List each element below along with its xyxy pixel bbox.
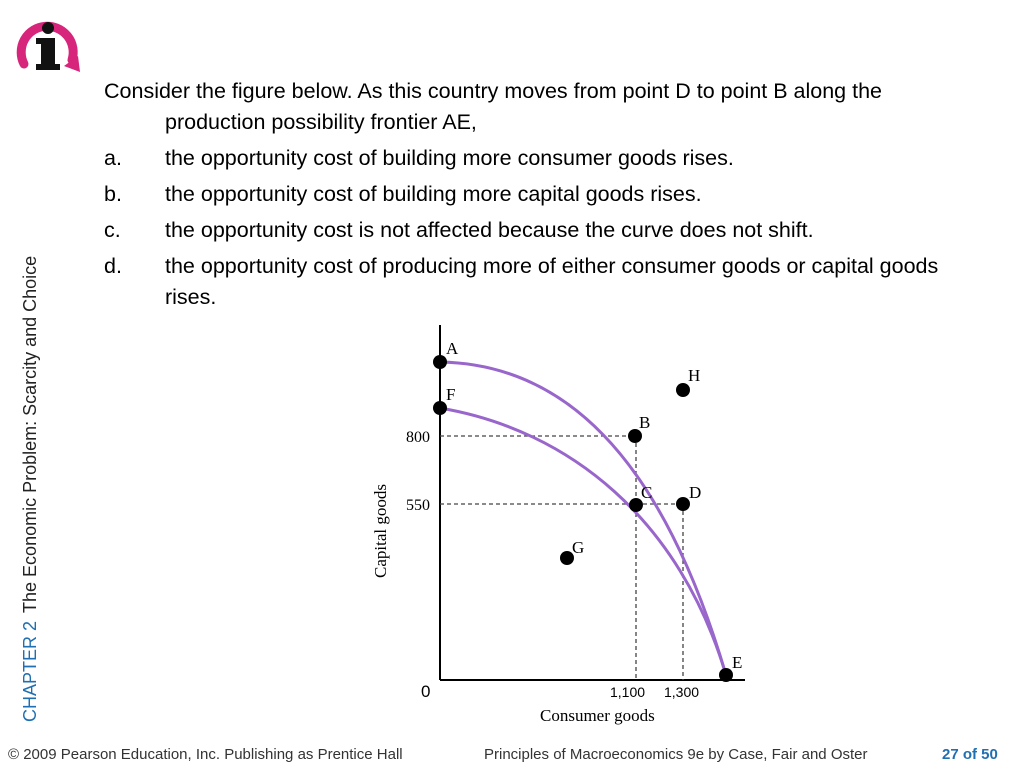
point-label-b: B xyxy=(639,413,650,432)
option-text: the opportunity cost of building more ca… xyxy=(165,182,702,206)
option-a: a. the opportunity cost of building more… xyxy=(104,143,984,174)
x-axis-title: Consumer goods xyxy=(540,706,655,725)
x-tick-1300: 1,300 xyxy=(664,684,699,700)
point-f xyxy=(433,401,447,415)
option-b: b. the opportunity cost of building more… xyxy=(104,179,984,210)
option-letter: a. xyxy=(104,146,122,170)
option-letter: c. xyxy=(104,218,121,242)
option-text: the opportunity cost is not affected bec… xyxy=(165,218,814,242)
footer-book-title: Principles of Macroeconomics 9e by Case,… xyxy=(484,746,868,763)
point-label-d: D xyxy=(689,483,701,502)
point-label-a: A xyxy=(446,339,459,358)
footer-copyright: © 2009 Pearson Education, Inc. Publishin… xyxy=(8,746,403,763)
point-label-h: H xyxy=(688,366,700,385)
point-h xyxy=(676,383,690,397)
origin-label: 0 xyxy=(421,682,430,701)
option-text: the opportunity cost of producing more o… xyxy=(165,254,939,309)
option-d: d. the opportunity cost of producing mor… xyxy=(104,251,984,313)
option-text: the opportunity cost of building more co… xyxy=(165,146,734,170)
question-stem: Consider the figure below. As this count… xyxy=(104,79,882,134)
page-number: 27 of 50 xyxy=(942,746,998,763)
info-logo-icon xyxy=(10,16,86,82)
point-a xyxy=(433,355,447,369)
point-d xyxy=(676,497,690,511)
option-letter: b. xyxy=(104,182,122,206)
point-e xyxy=(719,668,733,682)
point-c xyxy=(629,498,643,512)
point-label-c: C xyxy=(641,483,652,502)
point-label-e: E xyxy=(732,653,742,672)
y-tick-550: 550 xyxy=(406,497,430,514)
chapter-title: The Economic Problem: Scarcity and Choic… xyxy=(20,255,40,613)
point-g xyxy=(560,551,574,565)
option-letter: d. xyxy=(104,254,122,278)
question-block: Consider the figure below. As this count… xyxy=(104,76,984,313)
option-c: c. the opportunity cost is not affected … xyxy=(104,215,984,246)
y-tick-800: 800 xyxy=(406,429,430,446)
point-label-f: F xyxy=(446,385,455,404)
x-tick-1100: 1,100 xyxy=(610,684,645,700)
chapter-sidebar: CHAPTER 2 The Economic Problem: Scarcity … xyxy=(20,255,40,722)
y-axis-title: Capital goods xyxy=(371,484,390,578)
ppf-curve-fe xyxy=(439,406,728,676)
chapter-number: CHAPTER 2 xyxy=(20,620,40,722)
point-label-g: G xyxy=(572,538,584,557)
point-b xyxy=(628,429,642,443)
ppf-chart: A F B C D E G H 800 550 1,100 1,300 0 Co… xyxy=(360,320,760,730)
ppf-curve-ae xyxy=(439,360,728,676)
